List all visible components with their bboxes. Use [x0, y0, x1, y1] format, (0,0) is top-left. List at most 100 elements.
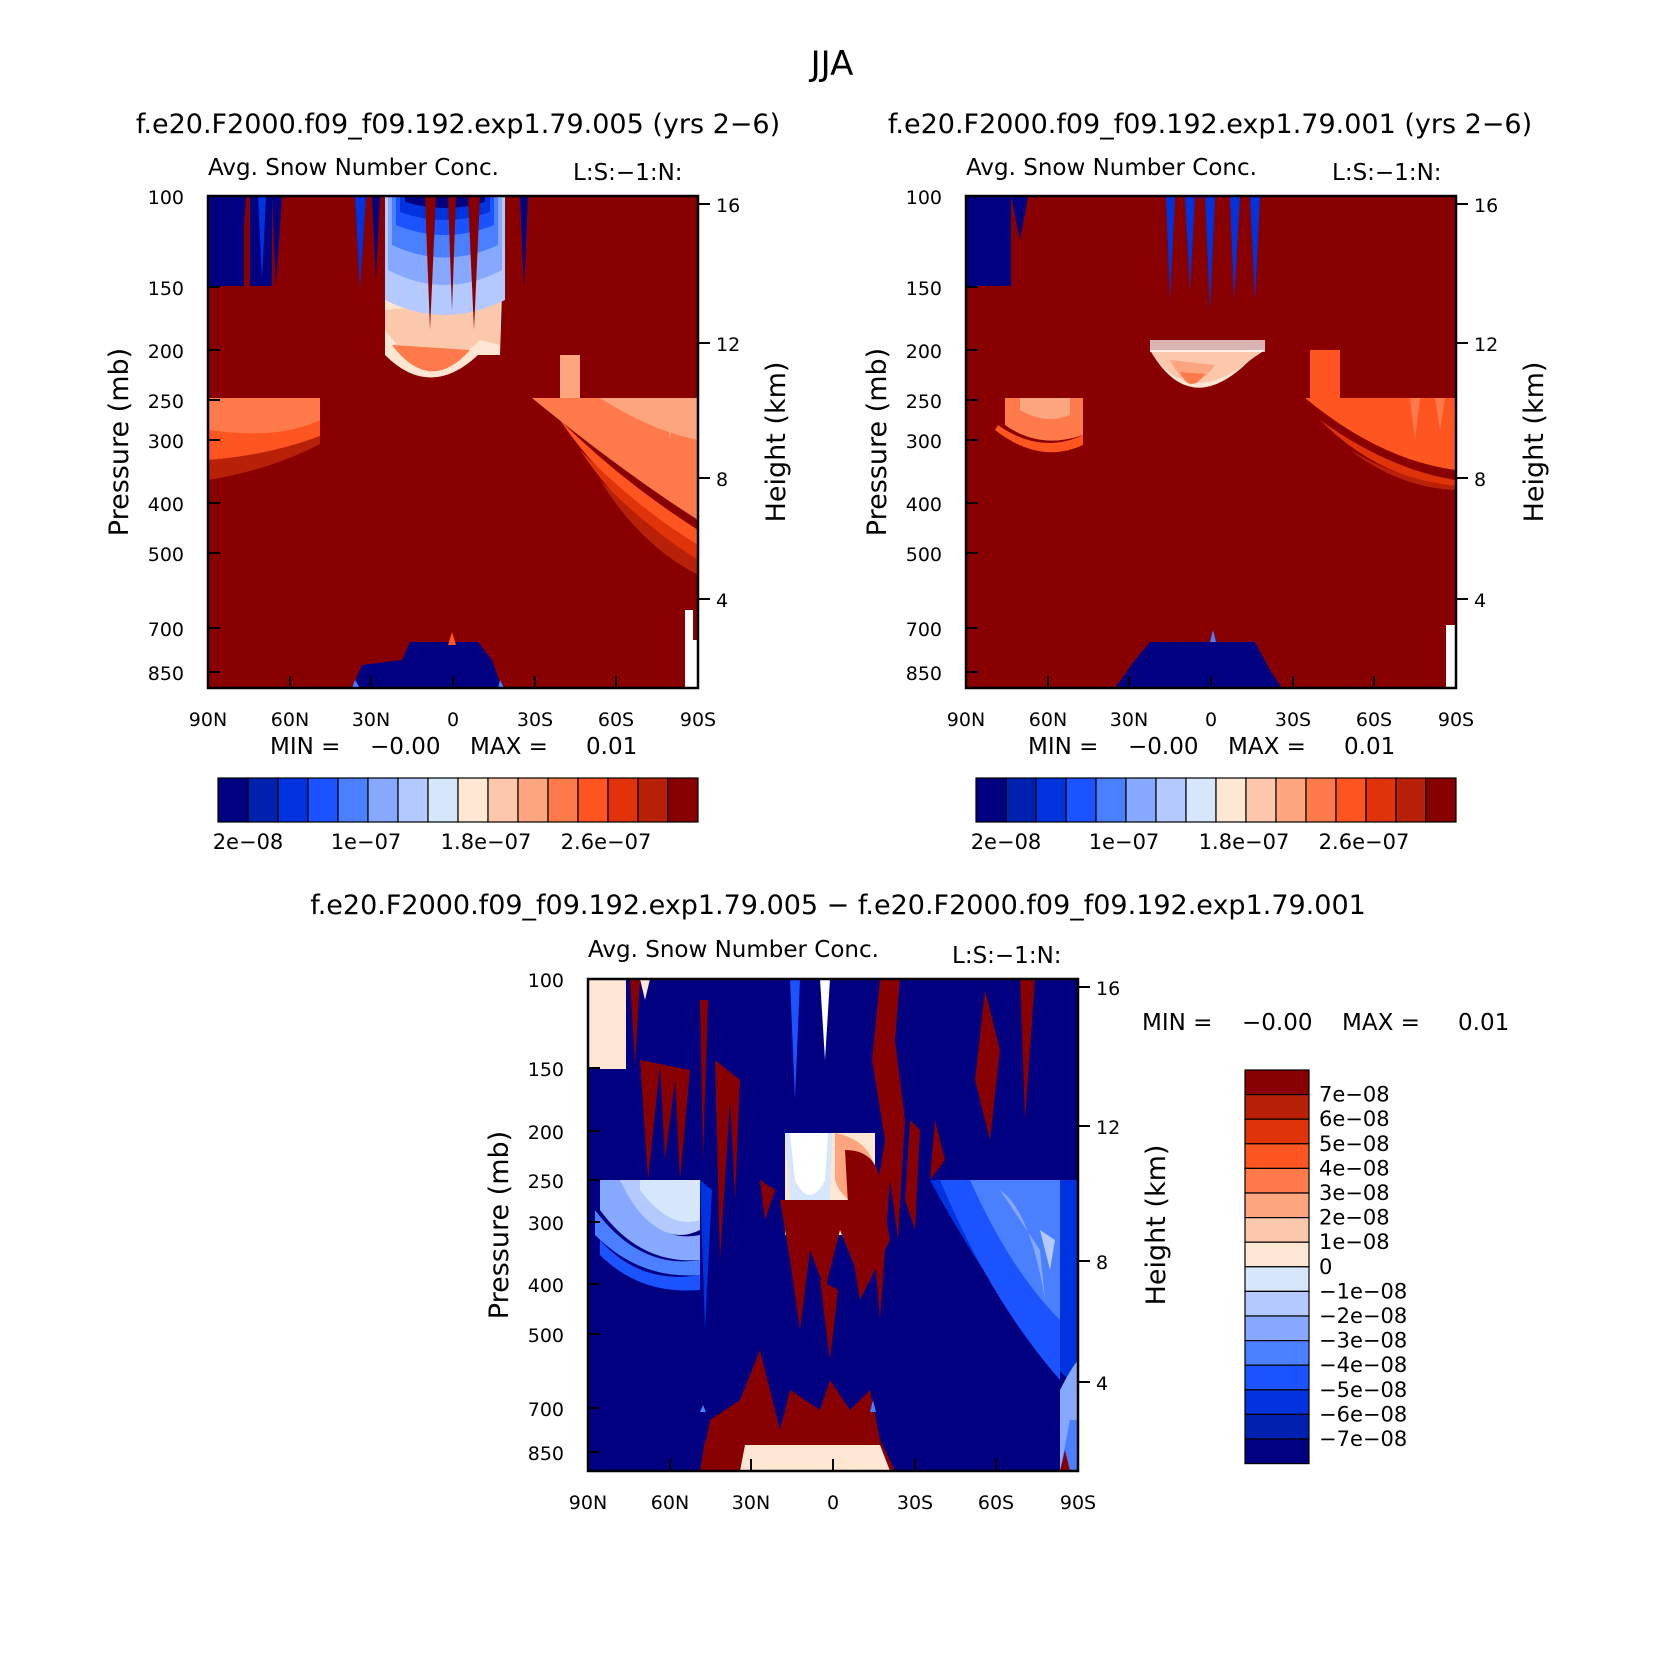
panel-b-colorbar — [975, 777, 1457, 823]
panel-c-max-label: MAX = — [1342, 1010, 1420, 1036]
panel-a-max-label: MAX = — [470, 734, 548, 760]
panel-c-ytick: 300 — [528, 1213, 564, 1235]
panel-b-ytick-right: 4 — [1474, 590, 1486, 612]
panel-b-cbar-label: 2.6e−07 — [1319, 830, 1410, 854]
colorbar-box — [397, 777, 429, 823]
panel-c-min-label: MIN = — [1142, 1010, 1212, 1036]
panel-c-cbar-label: 4e−08 — [1319, 1156, 1390, 1180]
panel-b-cbar-label: 1.8e−07 — [1199, 830, 1290, 854]
panel-b-xtick: 90N — [947, 709, 985, 731]
panel-c-ylabel-right: Height (km) — [1141, 1145, 1172, 1306]
colorbar-box — [367, 777, 399, 823]
colorbar-box — [427, 777, 459, 823]
panel-c-ytick-right: 8 — [1096, 1252, 1108, 1274]
panel-c-xtick: 30N — [732, 1492, 770, 1514]
colorbar-box — [1365, 777, 1397, 823]
panel-c-y-axis-right: 16 12 8 4 Height (km) — [1078, 978, 1172, 1395]
panel-a-ytick: 150 — [148, 278, 184, 300]
colorbar-box — [1395, 777, 1427, 823]
panel-a-stats: MIN = −0.00 MAX = 0.01 — [270, 734, 637, 760]
panel-c-ytick-right: 12 — [1096, 1117, 1120, 1139]
colorbar-box — [1244, 1118, 1310, 1145]
panel-c-cbar-label: −4e−08 — [1319, 1353, 1407, 1377]
panel-b-ytick: 100 — [906, 187, 942, 209]
panel-a-ytick-right: 12 — [716, 334, 740, 356]
panel-c-ytick: 500 — [528, 1325, 564, 1347]
panel-b-ytick-right: 16 — [1474, 195, 1498, 217]
colorbar-box — [667, 777, 699, 823]
colorbar-box — [1125, 777, 1157, 823]
panel-c-cbar-label: 3e−08 — [1319, 1181, 1390, 1205]
colorbar-box — [1244, 1192, 1310, 1219]
colorbar-box — [457, 777, 489, 823]
panel-a-ytick: 400 — [148, 494, 184, 516]
panel-b-ytick: 300 — [906, 431, 942, 453]
colorbar-box — [1155, 777, 1187, 823]
panel-b-corner-label: L:S:−1:N: — [1332, 160, 1442, 186]
panel-a-plot-area — [206, 194, 700, 690]
colorbar-box — [1244, 1069, 1310, 1096]
panel-a-xtick: 30N — [352, 709, 390, 731]
panel-b-subtitle: Avg. Snow Number Conc. — [966, 155, 1257, 181]
colorbar-box — [1244, 1216, 1310, 1243]
colorbar-box — [547, 777, 579, 823]
panel-b-ytick: 250 — [906, 391, 942, 413]
panel-a-y-axis: 100 150 200 250 300 400 500 700 850 Pres… — [104, 187, 220, 685]
colorbar-box — [1244, 1339, 1310, 1366]
panel-c-xtick: 60N — [651, 1492, 689, 1514]
panel-b-xtick: 30N — [1110, 709, 1148, 731]
panel-b-ylabel: Pressure (mb) — [862, 348, 893, 536]
figure-title: JJA — [809, 44, 854, 84]
panel-a-ylabel-right: Height (km) — [761, 362, 792, 523]
panel-a-max-value: 0.01 — [586, 734, 637, 760]
colorbar-box — [1065, 777, 1097, 823]
panel-a-colorbar-labels: 2e−08 1e−07 1.8e−07 2.6e−07 — [213, 830, 652, 854]
panel-b-max-value: 0.01 — [1344, 734, 1395, 760]
colorbar-box — [307, 777, 339, 823]
panel-a-xtick: 90N — [189, 709, 227, 731]
colorbar-box — [1244, 1315, 1310, 1342]
panel-c-ytick-right: 4 — [1096, 1373, 1108, 1395]
panel-b-ytick: 150 — [906, 278, 942, 300]
panel-c-xtick: 0 — [827, 1492, 839, 1514]
panel-a-cbar-label: 1.8e−07 — [441, 830, 532, 854]
panel-b-ytick: 200 — [906, 341, 942, 363]
panel-a-ytick-right: 4 — [716, 590, 728, 612]
panel-b: f.e20.F2000.f09_f09.192.exp1.79.001 (yrs… — [862, 109, 1550, 854]
panel-c-ytick: 200 — [528, 1122, 564, 1144]
panel-a-ytick: 300 — [148, 431, 184, 453]
panel-c-ytick: 250 — [528, 1171, 564, 1193]
colorbar-box — [247, 777, 279, 823]
panel-a-min-label: MIN = — [270, 734, 340, 760]
panel-c-xtick: 90N — [569, 1492, 607, 1514]
panel-b-min-value: −0.00 — [1128, 734, 1198, 760]
colorbar-box — [607, 777, 639, 823]
panel-b-xtick: 60N — [1029, 709, 1067, 731]
panel-b-max-label: MAX = — [1228, 734, 1306, 760]
colorbar-box — [1244, 1093, 1310, 1120]
panel-a: f.e20.F2000.f09_f09.192.exp1.79.005 (yrs… — [104, 109, 792, 854]
colorbar-box — [577, 777, 609, 823]
colorbar-box — [1275, 777, 1307, 823]
panel-c-cbar-label: −5e−08 — [1319, 1378, 1407, 1402]
panel-a-ytick: 200 — [148, 341, 184, 363]
colorbar-box — [1185, 777, 1217, 823]
panel-c-xtick: 90S — [1060, 1492, 1096, 1514]
colorbar-box — [1244, 1364, 1310, 1391]
panel-c-ytick: 850 — [528, 1443, 564, 1465]
panel-b-ytick: 700 — [906, 619, 942, 641]
panel-a-xtick: 0 — [447, 709, 459, 731]
panel-a-xtick: 60S — [598, 709, 634, 731]
panel-c-cbar-label: −3e−08 — [1319, 1329, 1407, 1353]
panel-b-ytick-right: 12 — [1474, 334, 1498, 356]
panel-b-ytick: 500 — [906, 544, 942, 566]
panel-a-subtitle: Avg. Snow Number Conc. — [208, 155, 499, 181]
colorbar-box — [1244, 1241, 1310, 1268]
panel-a-title: f.e20.F2000.f09_f09.192.exp1.79.005 (yrs… — [136, 109, 780, 140]
panel-a-cbar-label: 2.6e−07 — [561, 830, 652, 854]
panel-b-ytick: 400 — [906, 494, 942, 516]
panel-a-y-axis-right: 16 12 8 4 Height (km) — [698, 195, 792, 612]
panel-c-colorbar-labels: 7e−086e−085e−084e−083e−082e−081e−080−1e−… — [1319, 1083, 1407, 1451]
colorbar-box — [1215, 777, 1247, 823]
colorbar-box — [1245, 777, 1277, 823]
